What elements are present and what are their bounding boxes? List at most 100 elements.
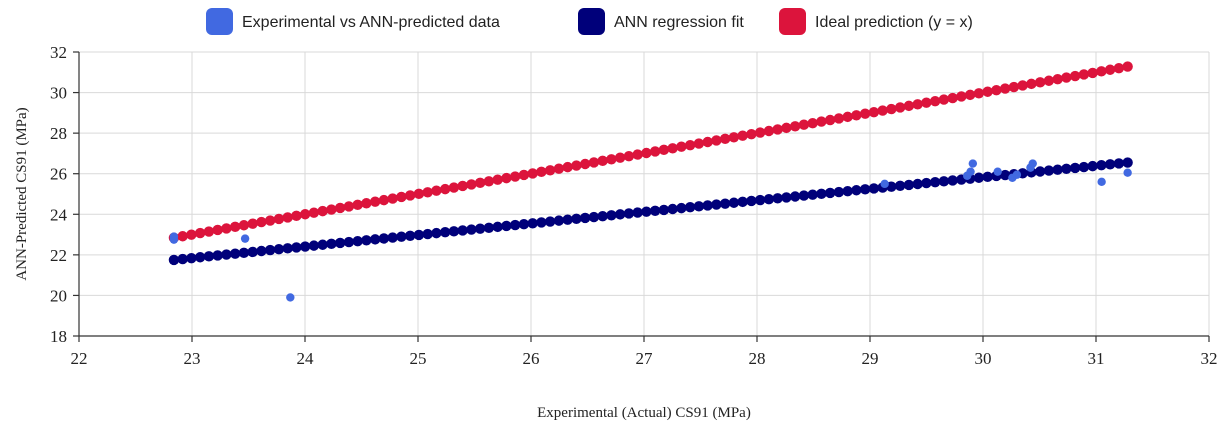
ideal-line-point <box>816 116 827 127</box>
regression-fit-point <box>396 231 407 242</box>
regression-fit-point <box>763 193 775 205</box>
regression-fit-point <box>614 209 626 220</box>
regression-fit-point <box>212 250 223 261</box>
regression-fit-point <box>326 238 337 250</box>
regression-fit-point <box>728 197 740 208</box>
ideal-line-point <box>868 106 880 118</box>
ideal-line-point <box>466 179 477 190</box>
regression-fit-point <box>439 227 451 238</box>
regression-fit-point <box>369 234 381 245</box>
regression-fit-point <box>1078 161 1090 173</box>
ideal-line-point <box>299 209 311 220</box>
y-tick-label: 32 <box>50 43 67 62</box>
ideal-line-point <box>772 124 783 135</box>
ideal-line-point <box>1078 69 1090 80</box>
legend-label: ANN regression fit <box>614 14 744 31</box>
ideal-line-point <box>282 212 293 223</box>
ideal-line-point <box>1061 72 1072 83</box>
ideal-line-point <box>999 83 1011 94</box>
ideal-line-point <box>728 132 740 143</box>
regression-fit-point <box>842 185 853 197</box>
y-tick-label: 18 <box>50 327 67 346</box>
data-point <box>880 179 889 189</box>
regression-fit-point <box>658 204 670 216</box>
regression-fit-point <box>921 177 932 189</box>
ideal-line-point <box>221 223 232 234</box>
regression-fit-point <box>553 215 565 226</box>
ideal-line-point <box>947 92 958 104</box>
ideal-line-point <box>991 84 1002 96</box>
regression-fit-point <box>772 193 783 204</box>
regression-fit-point <box>492 221 503 233</box>
ideal-line-point <box>396 191 407 203</box>
regression-fit-point <box>781 192 792 203</box>
ideal-line-point <box>1122 61 1133 72</box>
regression-fit-point <box>579 212 591 224</box>
regression-fit-point <box>903 179 915 191</box>
x-tick-label: 24 <box>297 349 315 368</box>
ideal-line-point <box>746 128 757 140</box>
regression-fit-point <box>973 172 985 183</box>
ideal-line-point <box>422 187 433 198</box>
ideal-line-point <box>921 97 932 108</box>
ideal-line-point <box>903 100 915 112</box>
legend-label: Ideal prediction (y = x) <box>815 14 973 31</box>
ideal-line-point <box>676 141 687 152</box>
regression-fit-point <box>798 190 810 201</box>
ideal-line-point <box>877 105 888 116</box>
regression-fit-point <box>649 205 661 216</box>
data-point <box>968 159 978 168</box>
regression-fit-point <box>789 191 801 202</box>
ideal-line-point <box>1008 81 1020 93</box>
ideal-line-point <box>1043 75 1055 86</box>
ideal-line-point <box>763 125 775 137</box>
data-point <box>169 235 179 244</box>
ideal-line-point <box>842 111 853 123</box>
y-tick-label: 20 <box>50 286 67 305</box>
ideal-line-point <box>369 196 381 207</box>
ideal-line-point <box>439 183 451 195</box>
regression-fit-point <box>273 244 285 255</box>
ideal-line-point <box>929 95 941 107</box>
ideal-line-point <box>579 158 591 170</box>
ideal-line-point <box>238 220 250 231</box>
ideal-line-point <box>387 193 398 204</box>
axes <box>73 51 1210 342</box>
ideal-line-point <box>956 91 967 102</box>
regression-fit-point <box>1096 160 1107 171</box>
ideal-line-point <box>334 202 346 214</box>
ideal-line-point <box>851 110 862 121</box>
ideal-line-point <box>571 160 582 171</box>
regression-fit-point <box>317 239 328 250</box>
ideal-line-point <box>781 122 792 134</box>
regression-fit-point <box>606 210 617 221</box>
ideal-line-point <box>597 155 608 167</box>
regression-fit-point <box>544 216 556 227</box>
ideal-line-point <box>588 157 600 168</box>
x-axis-title: Experimental (Actual) CS91 (MPa) <box>537 405 751 421</box>
ideal-line-point <box>317 205 328 217</box>
ideal-line-point <box>798 119 810 130</box>
ideal-line-point <box>614 152 626 163</box>
ideal-line-point <box>562 161 573 173</box>
x-tick-label: 22 <box>71 349 88 368</box>
regression-fit-point <box>1104 159 1116 170</box>
ideal-line-point <box>343 201 355 212</box>
regression-fit-point <box>693 201 705 212</box>
regression-fit-point <box>999 169 1011 181</box>
ideal-line-point <box>501 172 512 184</box>
ideal-line-point <box>361 198 372 209</box>
regression-fit-point <box>938 176 950 187</box>
series-ideal-prediction <box>168 61 1133 244</box>
ideal-line-point <box>684 139 696 151</box>
ideal-line-point <box>938 94 950 105</box>
regression-fit-point <box>667 203 678 215</box>
grid <box>78 51 1210 337</box>
regression-fit-point <box>404 230 416 242</box>
regression-fit-point <box>588 211 600 223</box>
regression-fit-point <box>868 183 880 194</box>
regression-fit-point <box>1113 158 1125 169</box>
regression-fit-point <box>597 210 608 222</box>
regression-fit-point <box>221 249 232 260</box>
regression-fit-point <box>308 240 320 251</box>
